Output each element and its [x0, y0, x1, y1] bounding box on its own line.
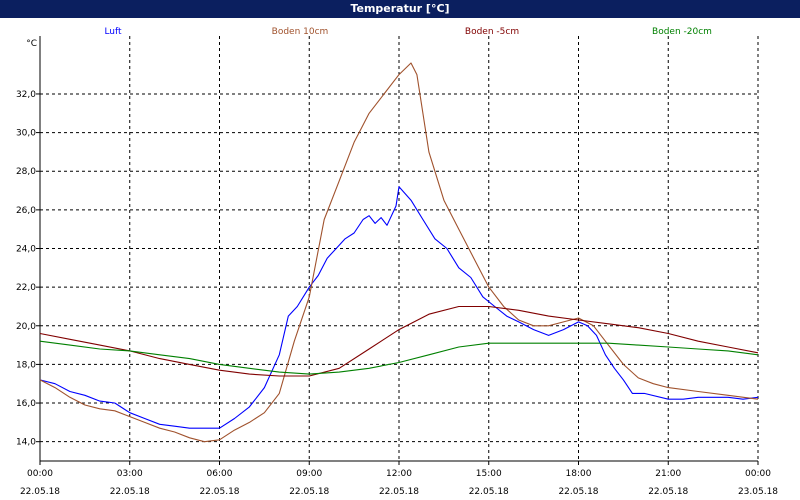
y-tick-label: 30,0 [16, 129, 36, 139]
x-tick-date-label: 22.05.18 [648, 487, 688, 497]
chart-title-bar: Temperatur [°C] [0, 0, 800, 18]
y-tick-label: 26,0 [16, 206, 36, 216]
y-tick-label: 14,0 [16, 438, 36, 448]
chart-title: Temperatur [°C] [350, 2, 450, 15]
y-tick-label: 32,0 [16, 90, 36, 100]
x-tick-time-label: 09:00 [296, 469, 322, 479]
x-tick-time-label: 03:00 [117, 469, 143, 479]
legend-entry-0: Luft [104, 27, 122, 37]
temperature-chart: 14,0 16,0 18,0 20,0 22,0 24,0 26,0 28,0 30,0 32,0… [0, 18, 800, 500]
x-tick-time-label: 18:00 [566, 469, 592, 479]
legend-entry-1: Boden 10cm [272, 27, 329, 37]
series-layer [39, 62, 759, 443]
y-tick-label: 20,0 [16, 322, 36, 332]
x-tick-date-label: 22.05.18 [469, 487, 509, 497]
x-tick-time-label: 00:00 [27, 469, 53, 479]
x-tick-date-label: 23.05.18 [738, 487, 778, 497]
series-line-0 [39, 186, 759, 429]
x-tick-date-label: 22.05.18 [379, 487, 419, 497]
x-tick-date-label: 22.05.18 [20, 487, 60, 497]
legend-entry-2: Boden -5cm [465, 27, 519, 37]
chart-background [0, 18, 800, 500]
y-tick-label: 28,0 [16, 167, 36, 177]
x-tick-time-label: 15:00 [476, 469, 502, 479]
y-tick-label: 24,0 [16, 245, 36, 255]
x-tick-time-label: 12:00 [386, 469, 412, 479]
x-tick-date-label: 22.05.18 [199, 487, 239, 497]
series-line-3 [39, 340, 759, 375]
y-axis-unit-label: °C [26, 39, 37, 49]
x-tick-date-label: 22.05.18 [110, 487, 150, 497]
x-tick-time-label: 21:00 [655, 469, 681, 479]
series-line-1 [39, 62, 759, 443]
axes: 14,0 16,0 18,0 20,0 22,0 24,0 26,0 28,0 30,0 32,0… [16, 36, 778, 497]
x-tick-date-label: 22.05.18 [558, 487, 598, 497]
y-tick-label: 16,0 [16, 399, 36, 409]
series-line-2 [39, 305, 759, 377]
legend-entry-3: Boden -20cm [652, 27, 712, 37]
x-tick-date-label: 22.05.18 [289, 487, 329, 497]
legend: Luft Boden 10cm Boden -5cm Boden -20cm [104, 27, 712, 37]
x-tick-time-label: 00:00 [745, 469, 771, 479]
grid [40, 36, 759, 461]
y-tick-label: 22,0 [16, 283, 36, 293]
y-tick-label: 18,0 [16, 360, 36, 370]
x-tick-time-label: 06:00 [207, 469, 233, 479]
